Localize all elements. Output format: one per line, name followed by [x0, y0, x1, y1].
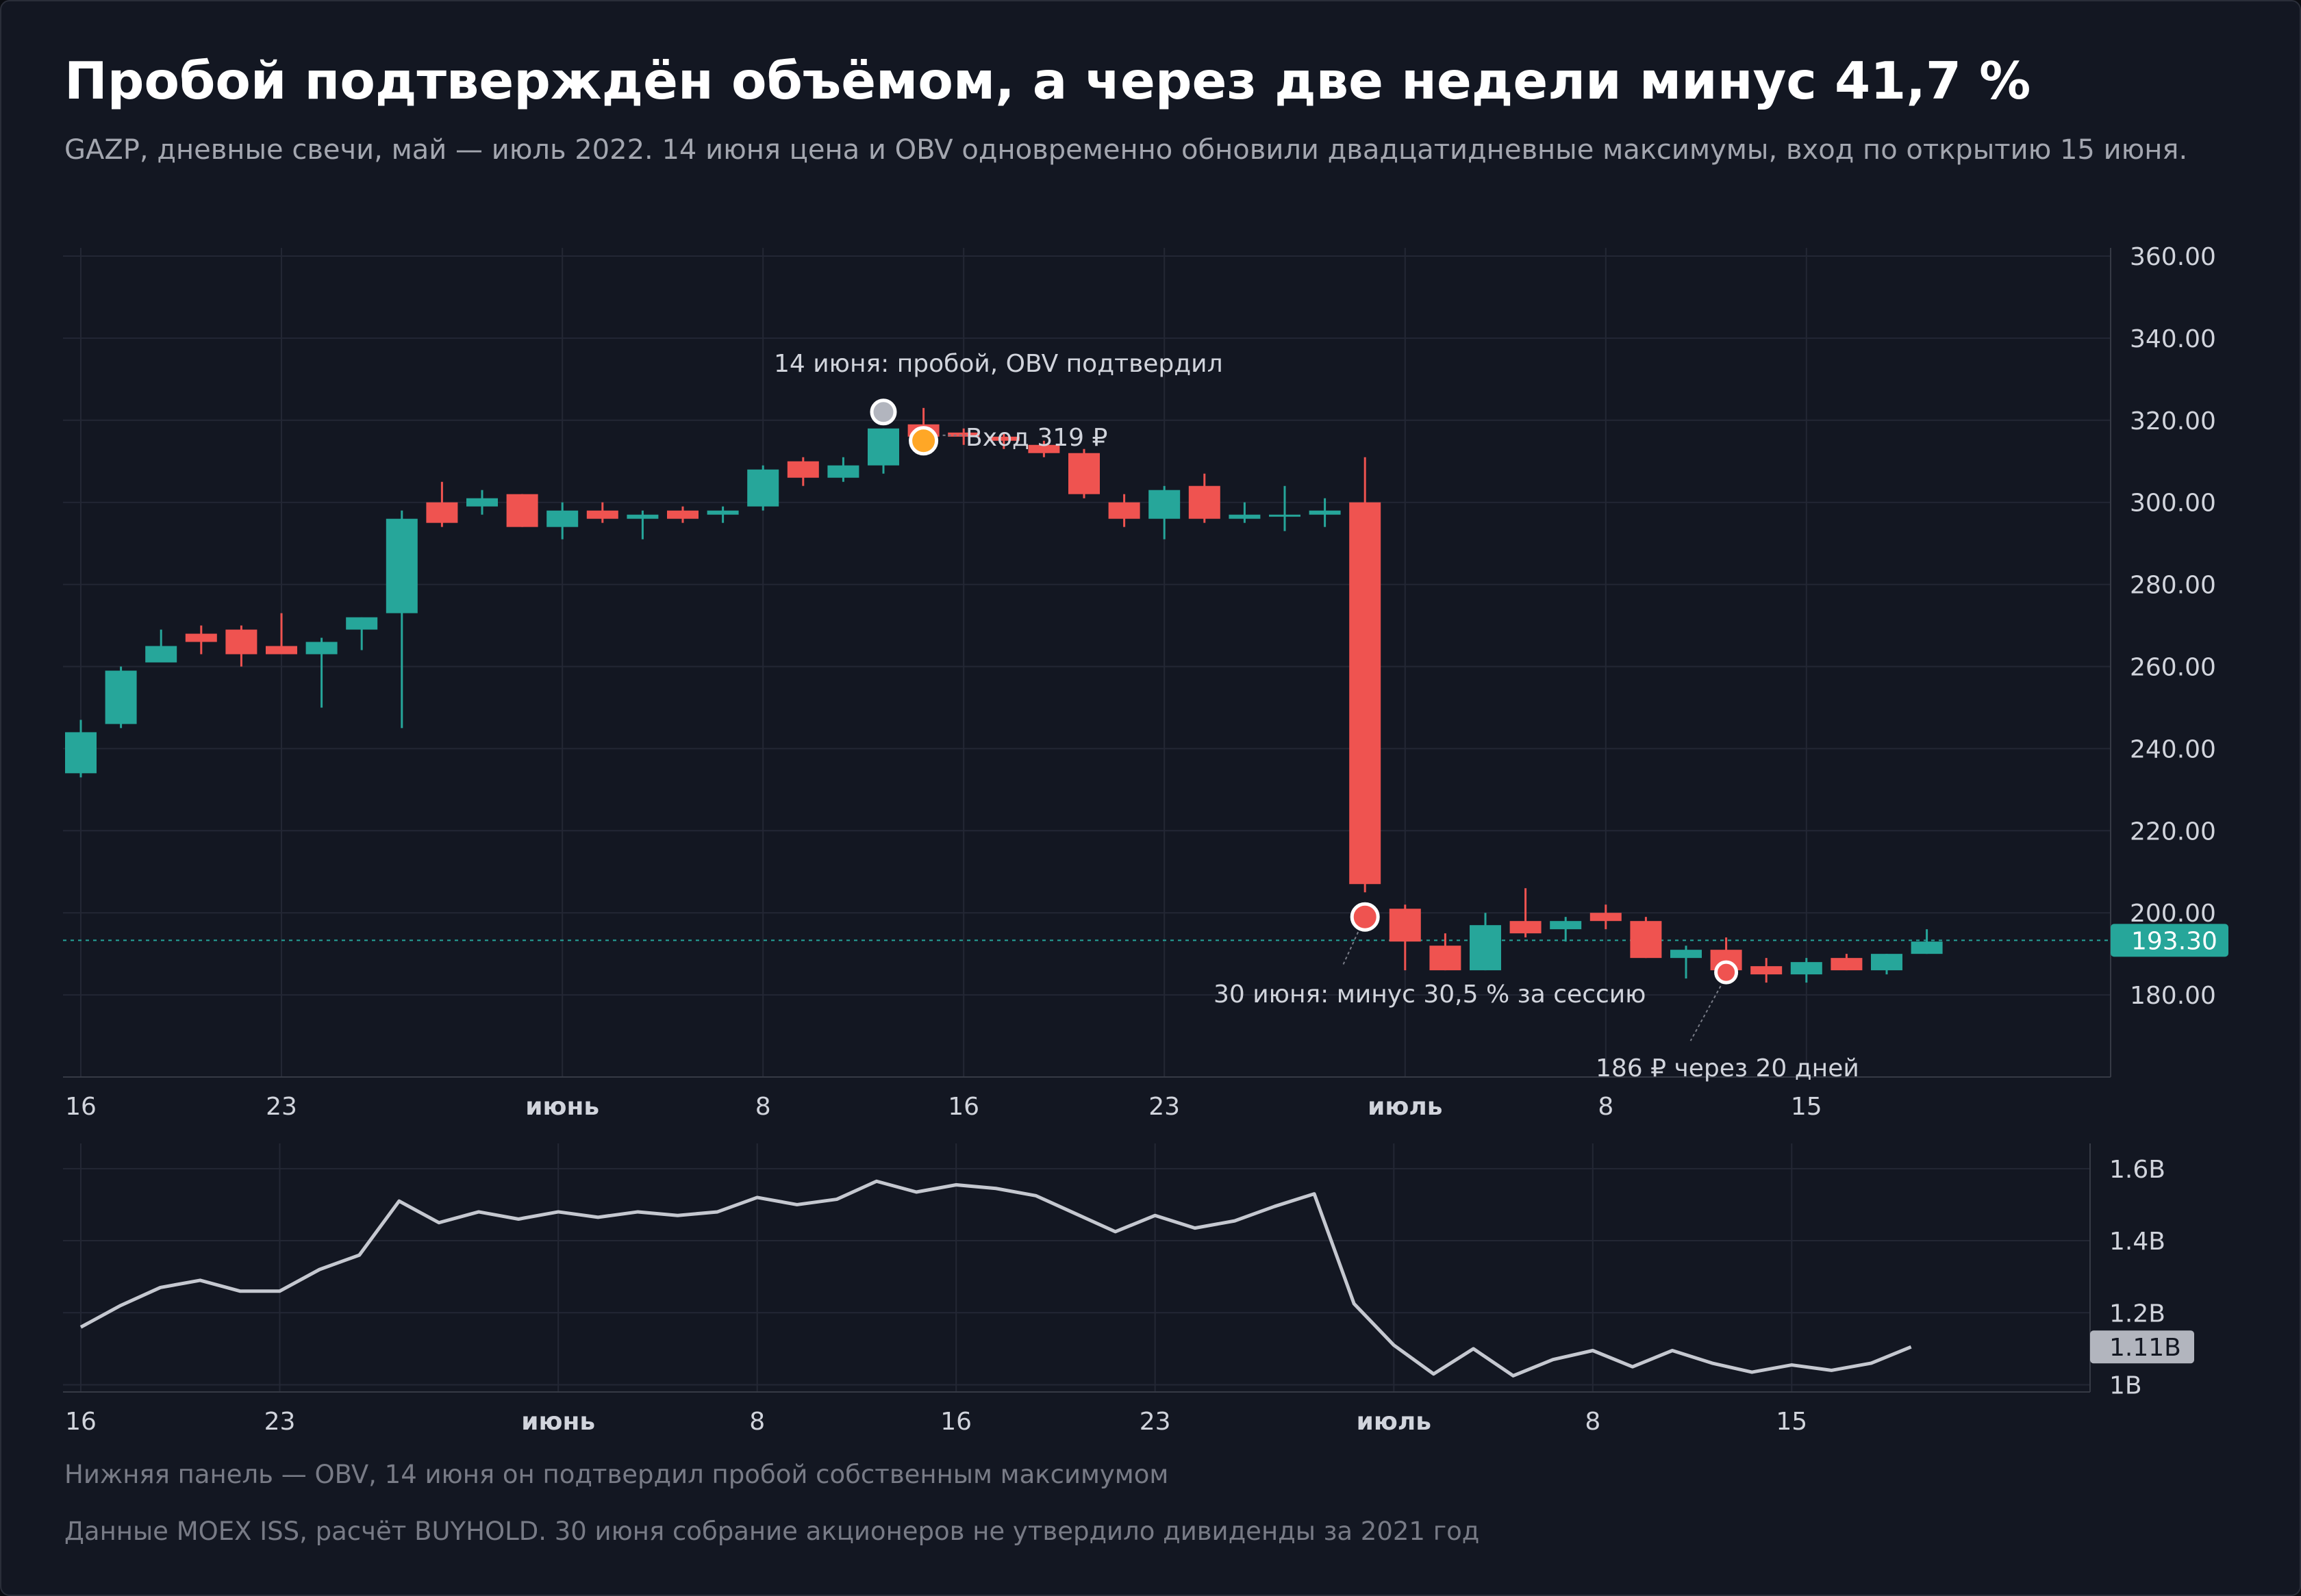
page-title: Пробой подтверждён объёмом, а через две … — [64, 51, 2031, 111]
y-tick-label: 180.00 — [2130, 982, 2216, 1010]
candle-body — [266, 646, 297, 655]
obv-x-tick-label: 8 — [1585, 1408, 1600, 1436]
candle-body — [1750, 966, 1783, 975]
marker-breakout — [870, 398, 897, 426]
footnote-obv: Нижняя панель — OBV, 14 июня он подтверд… — [64, 1460, 1169, 1489]
y-tick-label: 260.00 — [2130, 653, 2216, 681]
obv-y-tick-label: 1.6B — [2109, 1156, 2165, 1184]
candle-body — [1068, 453, 1100, 494]
x-tick-label: 15 — [1791, 1093, 1822, 1121]
obv-y-tick-label: 1B — [2109, 1371, 2142, 1399]
candle-body — [1550, 921, 1582, 930]
candle-body — [185, 633, 217, 642]
obv-y-tick-label: 1.2B — [2109, 1300, 2165, 1328]
x-tick-label: 23 — [266, 1093, 297, 1121]
annotation-drop-leader — [1342, 931, 1359, 965]
candle-body — [1831, 958, 1863, 971]
candle-body — [1790, 962, 1822, 975]
candle-body — [1429, 946, 1461, 971]
candle-body — [506, 494, 538, 527]
x-tick-label: 16 — [65, 1093, 97, 1121]
candle-body — [1630, 921, 1662, 959]
last-price-badge — [2111, 924, 2228, 957]
candle-body — [546, 510, 579, 527]
candle-body — [346, 617, 378, 630]
obv-line — [79, 1179, 1912, 1378]
y-tick-label: 240.00 — [2130, 735, 2216, 763]
price-panel: 360.00 340.00 320.00 300.00 280.00 260.00 240.… — [63, 243, 2228, 1121]
obv-x-tick-label: 23 — [264, 1408, 296, 1436]
x-tick-label: июль — [1368, 1093, 1442, 1121]
obv-x-tick-label: 23 — [1140, 1408, 1171, 1436]
candle-body — [827, 465, 859, 478]
obv-x-tick-label: 16 — [65, 1408, 97, 1436]
annotation-breakout: 14 июня: пробой, OBV подтвердил — [774, 350, 1223, 378]
candle-body — [1229, 514, 1261, 519]
candle-body — [65, 732, 97, 774]
candle-body — [466, 498, 498, 507]
candle-body — [1871, 954, 1902, 971]
candle-body — [787, 461, 819, 478]
y-tick-label: 200.00 — [2130, 900, 2216, 928]
candle-body — [1589, 913, 1622, 922]
y-tick-label: 280.00 — [2130, 572, 2216, 600]
obv-last-badge — [2090, 1330, 2194, 1364]
candle-body — [747, 469, 779, 507]
annotation-entry: Вход 319 ₽ — [966, 424, 1107, 452]
obv-x-tick-label: июль — [1357, 1408, 1431, 1436]
x-tick-label: июнь — [525, 1093, 599, 1121]
candle-body — [1269, 514, 1300, 517]
candle-body — [948, 432, 980, 437]
y-tick-label: 320.00 — [2130, 407, 2216, 435]
candle-body — [386, 518, 418, 613]
marker-drop — [1350, 902, 1380, 932]
marker-later — [1714, 960, 1739, 985]
y-tick-label: 340.00 — [2130, 325, 2216, 353]
candle-body — [1911, 941, 1943, 954]
candle-body — [1188, 485, 1220, 519]
obv-x-tick-label: 16 — [940, 1408, 972, 1436]
y-tick-label: 300.00 — [2130, 490, 2216, 518]
candle-body — [667, 510, 699, 519]
candle-body — [1108, 502, 1140, 519]
candle-body — [988, 436, 1020, 441]
last-price-label: 193.30 — [2131, 927, 2217, 955]
x-tick-label: 16 — [948, 1093, 979, 1121]
page-subtitle: GAZP, дневные свечи, май — июль 2022. 14… — [64, 134, 2188, 166]
candle-body — [145, 646, 177, 663]
candle-body — [1148, 490, 1181, 519]
candle-body — [105, 670, 137, 724]
candle-body — [1470, 925, 1501, 971]
candle-body — [426, 502, 458, 523]
candle-body — [1309, 510, 1341, 515]
obv-x-tick-label: 15 — [1776, 1408, 1807, 1436]
annotation-later: 186 ₽ через 20 дней — [1596, 1054, 1859, 1082]
candle-body — [305, 642, 338, 655]
x-tick-label: 8 — [1598, 1093, 1613, 1121]
candle-body — [868, 428, 899, 466]
candle-body — [1028, 444, 1060, 453]
x-tick-label: 8 — [755, 1093, 771, 1121]
annotation-drop: 30 июня: минус 30,5 % за сессию — [1214, 980, 1646, 1009]
obv-x-tick-label: 8 — [749, 1408, 765, 1436]
candle-body — [586, 510, 618, 519]
obv-y-tick-label: 1.4B — [2109, 1228, 2165, 1256]
candle-body — [1670, 950, 1702, 959]
y-tick-label: 360.00 — [2130, 243, 2216, 271]
y-tick-label: 220.00 — [2130, 818, 2216, 846]
candle-body — [707, 510, 739, 515]
candle-body — [1389, 909, 1421, 942]
candle-body — [1349, 502, 1381, 885]
candle-body — [1509, 921, 1542, 934]
candle-body — [627, 514, 659, 519]
marker-entry — [909, 426, 939, 456]
obv-last-label: 1.11B — [2109, 1334, 2181, 1362]
x-tick-label: 23 — [1148, 1093, 1180, 1121]
candle-body — [225, 629, 257, 655]
obv-panel: 1.6B 1.4B 1.2B 1B 16 23 июнь 8 16 23 июль 8 15 1.11B — [63, 1143, 2194, 1436]
obv-x-tick-label: июнь — [521, 1408, 595, 1436]
footnote-source: Данные MOEX ISS, расчёт BUYHOLD. 30 июня… — [64, 1517, 1480, 1546]
